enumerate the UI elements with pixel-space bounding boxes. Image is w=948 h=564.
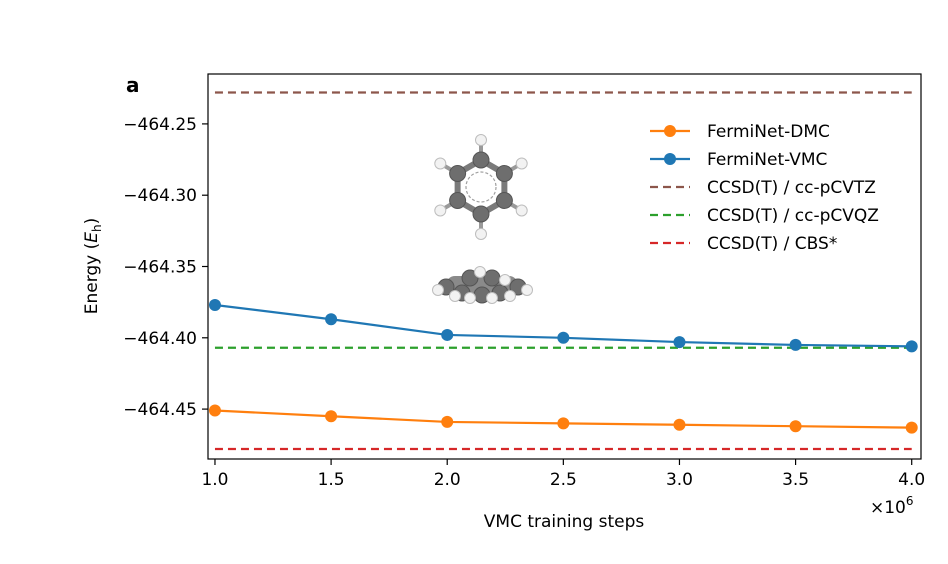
hydrogen-atom-side — [474, 266, 486, 278]
legend-marker — [664, 153, 676, 165]
x-tick-label: 3.0 — [666, 470, 693, 490]
hydrogen-atom — [475, 134, 487, 146]
hydrogen-atom — [475, 228, 487, 240]
carbon-atom-side — [483, 269, 501, 287]
legend-label: FermiNet-DMC — [707, 122, 830, 142]
data-point — [557, 331, 570, 344]
y-tick-label: −464.40 — [123, 329, 197, 349]
x-axis-multiplier: ×106 — [870, 494, 914, 518]
legend-label: CCSD(T) / CBS* — [707, 234, 837, 254]
hydrogen-atom-side — [521, 284, 533, 296]
y-axis-label: Energy (Eh) — [82, 218, 104, 315]
hydrogen-atom — [515, 204, 528, 217]
legend-label: CCSD(T) / cc-pCVTZ — [707, 178, 876, 198]
carbon-atom — [495, 165, 513, 182]
data-point — [441, 415, 454, 428]
x-axis-label: VMC training steps — [484, 512, 645, 532]
data-point — [325, 313, 338, 326]
data-point — [441, 328, 454, 341]
data-point — [789, 338, 802, 351]
data-point — [673, 336, 686, 349]
hydrogen-atom-side — [499, 274, 511, 286]
hydrogen-atom — [434, 204, 447, 217]
panel-label: a — [126, 73, 140, 97]
legend: FermiNet-DMC FermiNet-VMC CCSD(T) / cc-pCV… — [650, 122, 879, 254]
y-tick-label: −464.30 — [123, 186, 197, 206]
legend-label: FermiNet-VMC — [707, 150, 827, 170]
data-point — [208, 299, 221, 311]
hydrogen-atom-side — [449, 290, 461, 302]
carbon-atom-side — [461, 269, 479, 287]
x-tick-label: 2.0 — [434, 470, 461, 490]
benzene-molecule-illustration — [432, 134, 533, 304]
hydrogen-atom-side — [432, 284, 444, 296]
carbon-atom — [472, 151, 490, 169]
hydrogen-atom-side — [486, 292, 498, 304]
y-tick-label: −464.35 — [123, 258, 197, 278]
carbon-atom — [472, 205, 490, 223]
carbon-atom — [449, 165, 467, 182]
y-tick-label: −464.25 — [123, 115, 197, 135]
data-point — [557, 417, 570, 430]
x-tick-label: 2.5 — [550, 470, 577, 490]
x-tick-label: 1.0 — [201, 470, 228, 490]
hydrogen-atom — [434, 157, 447, 170]
hydrogen-atom — [515, 157, 528, 170]
data-point — [208, 404, 221, 417]
data-point — [789, 420, 802, 433]
carbon-atom — [449, 192, 467, 209]
legend-marker — [664, 125, 676, 137]
aromatic-ring — [465, 171, 497, 203]
data-point — [325, 410, 338, 423]
y-tick-label: −464.45 — [123, 400, 197, 420]
x-tick-label: 1.5 — [318, 470, 345, 490]
hydrogen-atom-side — [504, 290, 516, 302]
hydrogen-atom-side — [464, 292, 476, 304]
legend-label: CCSD(T) / cc-pCVQZ — [707, 206, 879, 226]
carbon-atom — [495, 192, 513, 209]
x-tick-label: 4.0 — [898, 470, 925, 490]
data-point — [905, 421, 918, 434]
data-point — [673, 418, 686, 431]
data-point — [905, 340, 918, 353]
x-tick-label: 3.5 — [782, 470, 809, 490]
